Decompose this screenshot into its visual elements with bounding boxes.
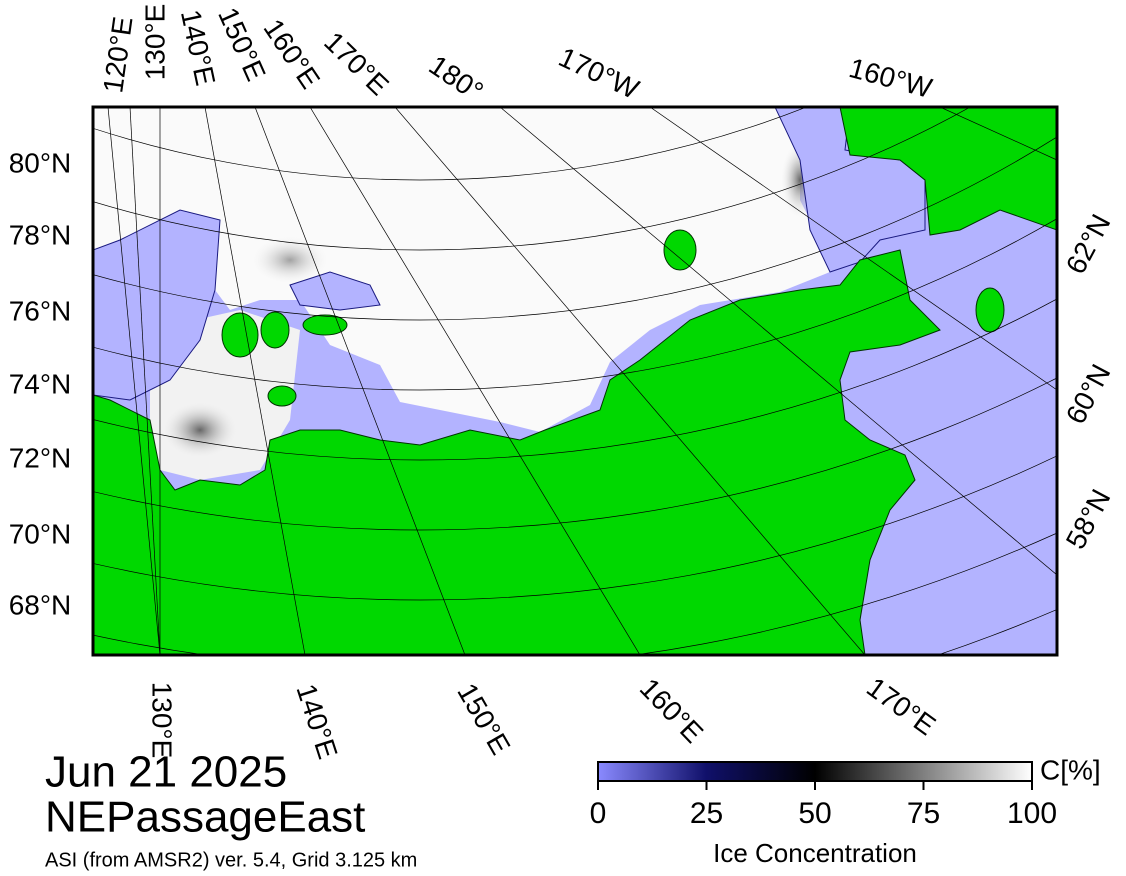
top-label: 120°E	[97, 15, 138, 95]
top-label: 160°W	[846, 52, 936, 104]
top-label: 130°E	[139, 4, 170, 81]
colorbar-tick-label: 75	[907, 797, 940, 830]
bottom-label: 170°E	[861, 671, 941, 741]
top-label: 180°	[424, 49, 489, 107]
island	[302, 314, 348, 336]
ice-dense	[160, 400, 240, 460]
open-water	[289, 271, 381, 311]
island	[260, 311, 290, 349]
open-water	[93, 209, 221, 401]
left-label: 78°N	[9, 219, 72, 250]
left-label: 72°N	[9, 442, 72, 473]
colorbar-tick-label: 50	[798, 797, 831, 830]
ice-pack	[93, 107, 830, 432]
ice-dense	[250, 235, 330, 285]
bottom-label: 150°E	[451, 678, 516, 760]
right-label: 60°N	[1060, 359, 1117, 429]
colorbar	[597, 761, 1033, 782]
map-frame	[91, 105, 1059, 657]
left-label: 70°N	[9, 518, 72, 549]
top-label: 170°W	[554, 41, 644, 105]
map-region: NEPassageEast	[45, 793, 365, 842]
map-source: ASI (from AMSR2) ver. 5.4, Grid 3.125 km	[45, 849, 417, 871]
bottom-label: 160°E	[634, 672, 710, 749]
graticule	[93, 107, 1057, 655]
bottom-label: 140°E	[290, 680, 343, 762]
left-label: 80°N	[9, 147, 72, 178]
map-date: Jun 21 2025	[45, 748, 287, 797]
left-label: 68°N	[9, 589, 72, 620]
left-label: 76°N	[9, 295, 72, 326]
left-label: 74°N	[9, 368, 72, 399]
colorbar-tick-label: 0	[590, 797, 607, 830]
land	[93, 249, 941, 655]
island	[267, 385, 297, 407]
top-label: 170°E	[318, 26, 395, 102]
right-label: 62°N	[1060, 209, 1117, 279]
colorbar-unit: C[%]	[1040, 754, 1101, 785]
land	[839, 107, 1057, 236]
right-label: 58°N	[1060, 484, 1117, 554]
colorbar-label: Ice Concentration	[713, 838, 917, 868]
island	[221, 312, 259, 358]
colorbar-tick-label: 100	[1007, 797, 1057, 830]
open-water	[774, 107, 926, 273]
bottom-label: 130°E	[147, 682, 178, 759]
top-label: 150°E	[212, 3, 271, 86]
island	[663, 229, 697, 271]
island	[975, 287, 1005, 333]
colorbar-tick-label: 25	[690, 797, 723, 830]
map-area	[93, 107, 1057, 655]
top-label: 160°E	[257, 13, 326, 94]
